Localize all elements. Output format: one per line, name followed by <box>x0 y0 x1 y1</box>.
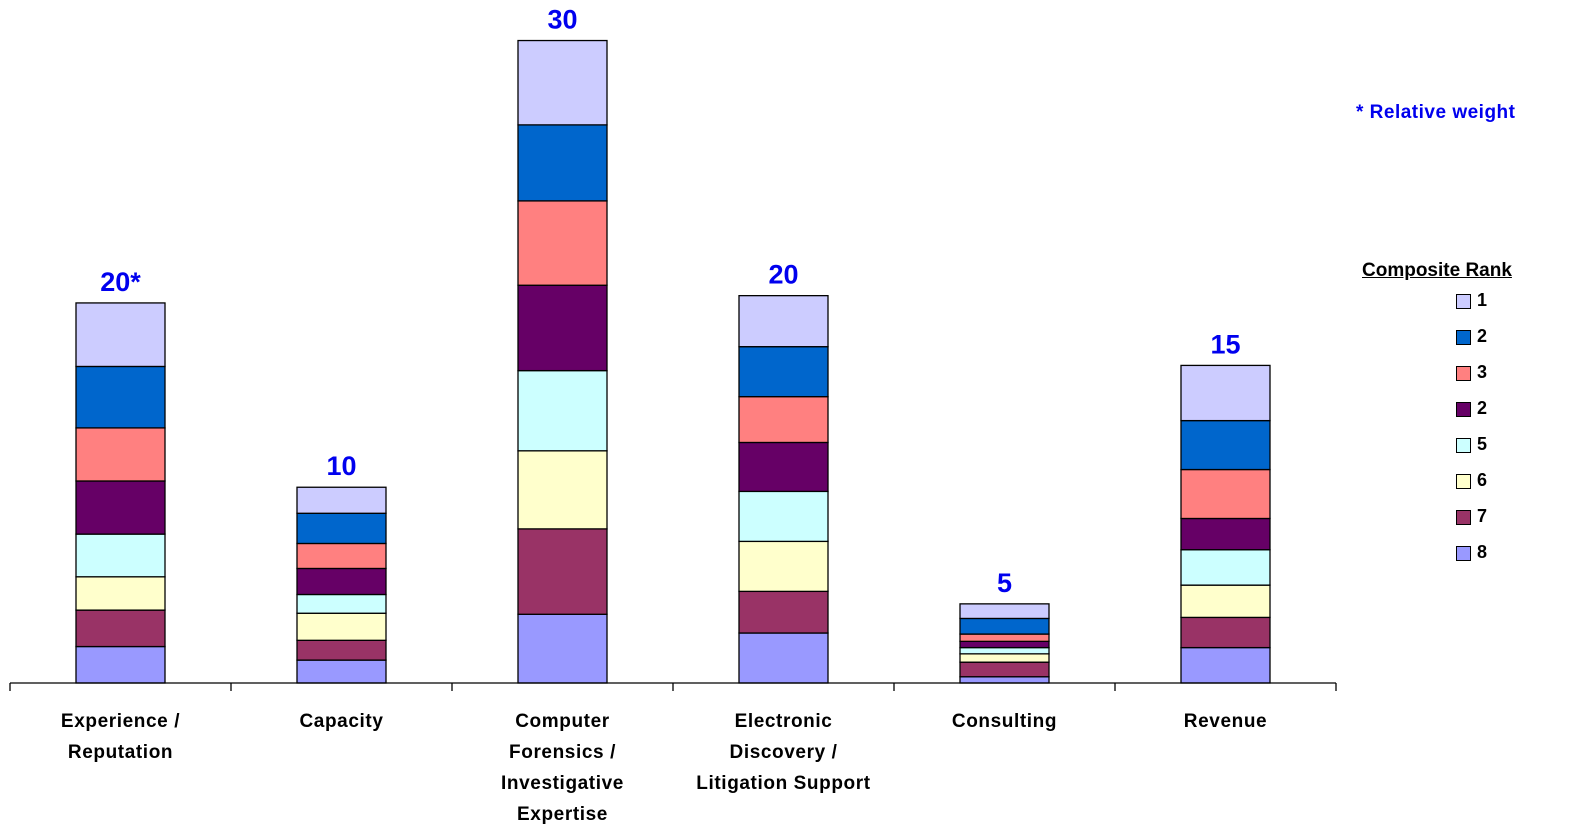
legend-title: Composite Rank <box>1362 260 1512 281</box>
bar-segment <box>1180 646 1271 684</box>
legend-label: 8 <box>1477 542 1488 562</box>
bar-segment <box>517 284 608 372</box>
legend: Composite Rank 1 2 3 2 5 6 7 8 <box>1362 260 1562 578</box>
bar-segment <box>1180 616 1271 649</box>
bar-segment <box>1180 584 1271 619</box>
legend-swatch <box>1456 474 1471 489</box>
relative-weight-note: * Relative weight <box>1356 102 1516 123</box>
legend-swatch <box>1456 330 1471 345</box>
category-label: Electronic <box>735 711 833 732</box>
bar-total-label: 5 <box>997 568 1012 598</box>
bar-segment <box>517 39 608 126</box>
bar-segment <box>1180 364 1271 422</box>
bar-segment <box>517 528 608 615</box>
legend-item: 1 <box>1362 290 1562 326</box>
category-label: Expertise <box>517 804 608 825</box>
bar-segment <box>959 676 1050 684</box>
legend-item: 2 <box>1362 398 1562 434</box>
legend-swatch <box>1456 402 1471 417</box>
legend-item: 7 <box>1362 506 1562 542</box>
category-label: Forensics / <box>509 742 616 763</box>
bar-segment <box>296 512 387 545</box>
bar-total-label: 20* <box>100 267 141 297</box>
bar-segment <box>296 542 387 570</box>
bar-segment <box>75 427 166 482</box>
bar-segment <box>75 302 166 368</box>
legend-item: 2 <box>1362 326 1562 362</box>
legend-item: 3 <box>1362 362 1562 398</box>
bar-total-label: 10 <box>326 451 356 481</box>
category-label: Discovery / <box>730 742 838 763</box>
legend-item: 8 <box>1362 542 1562 578</box>
category-label: Capacity <box>299 711 383 732</box>
bar-segment <box>959 617 1050 635</box>
bar-segment <box>296 612 387 641</box>
bar-segment <box>296 486 387 514</box>
bar-segment <box>959 653 1050 663</box>
category-label: Reputation <box>68 742 173 763</box>
bar-segment <box>517 613 608 684</box>
legend-label: 2 <box>1477 398 1488 418</box>
bar-segment <box>75 365 166 429</box>
bar-segment <box>296 639 387 661</box>
bar-segment <box>1180 517 1271 551</box>
legend-label: 6 <box>1477 470 1488 490</box>
bar-segment <box>738 490 829 543</box>
legend-swatch <box>1456 438 1471 453</box>
bar-total-label: 15 <box>1210 329 1240 359</box>
bar-segment <box>517 369 608 452</box>
legend-items: 1 2 3 2 5 6 7 8 <box>1362 290 1562 578</box>
bar-segment <box>1180 419 1271 471</box>
category-label: Litigation Support <box>696 773 870 794</box>
legend-label: 1 <box>1477 290 1488 310</box>
bar-segment <box>75 576 166 611</box>
category-label: Experience / <box>61 711 180 732</box>
bar-segment <box>738 590 829 634</box>
legend-label: 5 <box>1477 434 1488 454</box>
bar-segment <box>517 450 608 530</box>
bar-segment <box>738 396 829 444</box>
bar-segment <box>75 645 166 684</box>
legend-item: 6 <box>1362 470 1562 506</box>
legend-item: 5 <box>1362 434 1562 470</box>
bar-segment <box>738 346 829 398</box>
legend-label: 2 <box>1477 326 1488 346</box>
bar-segment <box>959 646 1050 655</box>
bar-segment <box>75 533 166 578</box>
bar-segment <box>1180 468 1271 520</box>
bar-segment <box>296 659 387 684</box>
bar-total-label: 30 <box>547 5 577 35</box>
bar-segment <box>517 200 608 286</box>
bar-total-label: 20 <box>768 260 798 290</box>
bar-segment <box>959 661 1050 678</box>
category-label: Revenue <box>1184 711 1267 732</box>
bar-segment <box>1180 549 1271 586</box>
bar-segment <box>296 567 387 596</box>
legend-label: 7 <box>1477 506 1488 526</box>
bar-segment <box>959 603 1050 620</box>
bar-segment <box>959 633 1050 642</box>
legend-swatch <box>1456 546 1471 561</box>
category-label: Computer <box>515 711 610 732</box>
bar-segment <box>738 294 829 348</box>
legend-swatch <box>1456 366 1471 381</box>
bar-segment <box>738 540 829 593</box>
legend-swatch <box>1456 294 1471 309</box>
legend-label: 3 <box>1477 362 1488 382</box>
bar-segment <box>517 124 608 202</box>
bar-segment <box>738 441 829 493</box>
bar-segment <box>738 632 829 684</box>
category-label: Consulting <box>952 711 1057 732</box>
legend-swatch <box>1456 510 1471 525</box>
category-label: Investigative <box>501 773 624 794</box>
bar-segment <box>75 480 166 535</box>
bar-segment <box>959 640 1050 649</box>
bar-segment <box>75 609 166 648</box>
bar-segment <box>296 593 387 614</box>
